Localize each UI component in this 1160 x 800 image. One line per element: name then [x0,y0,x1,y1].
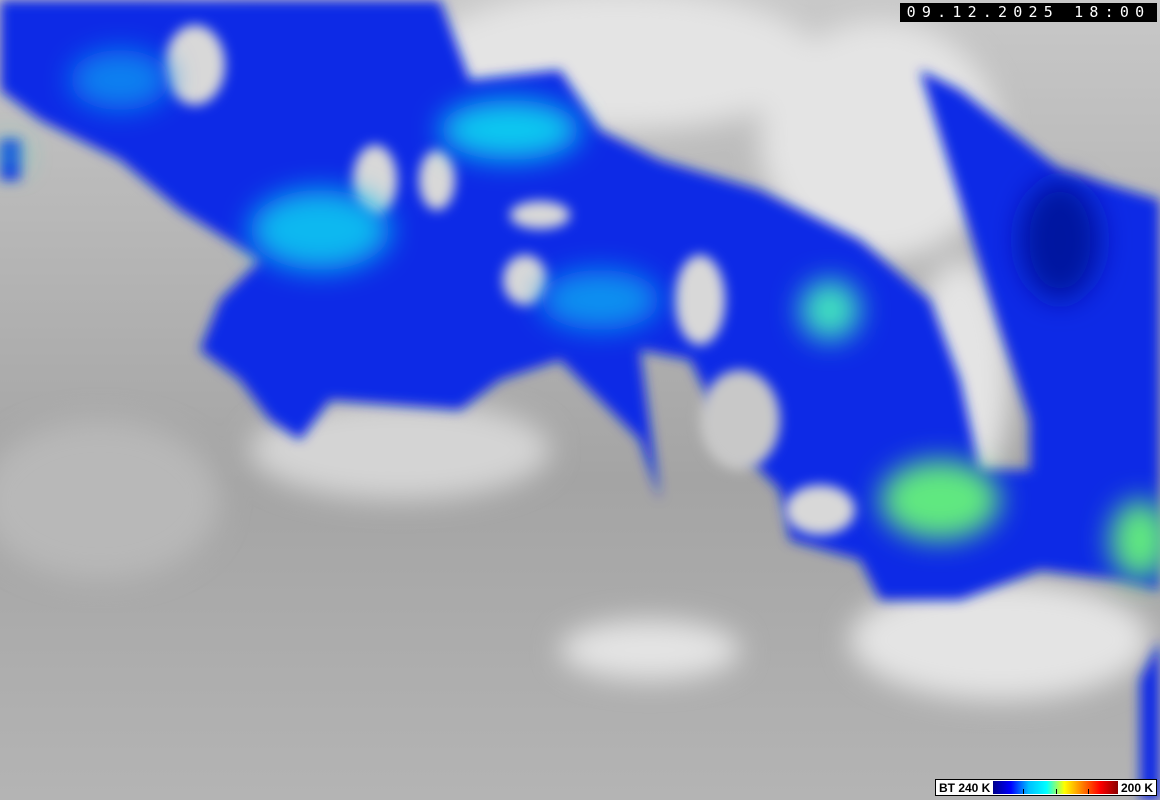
cloud-holes [165,25,855,535]
legend-high-label: 200 K [1120,780,1153,795]
legend-tick [1088,789,1090,794]
coldest-tops [0,50,1160,580]
legend-low-label: BT 240 K [939,780,991,795]
legend-tick [1023,789,1025,794]
legend-color-bar [993,781,1118,794]
color-scale-legend: BT 240 K 200 K [935,779,1157,796]
legend-tick [1055,789,1057,794]
timestamp-label: 09.12.2025 18:00 [900,3,1157,22]
